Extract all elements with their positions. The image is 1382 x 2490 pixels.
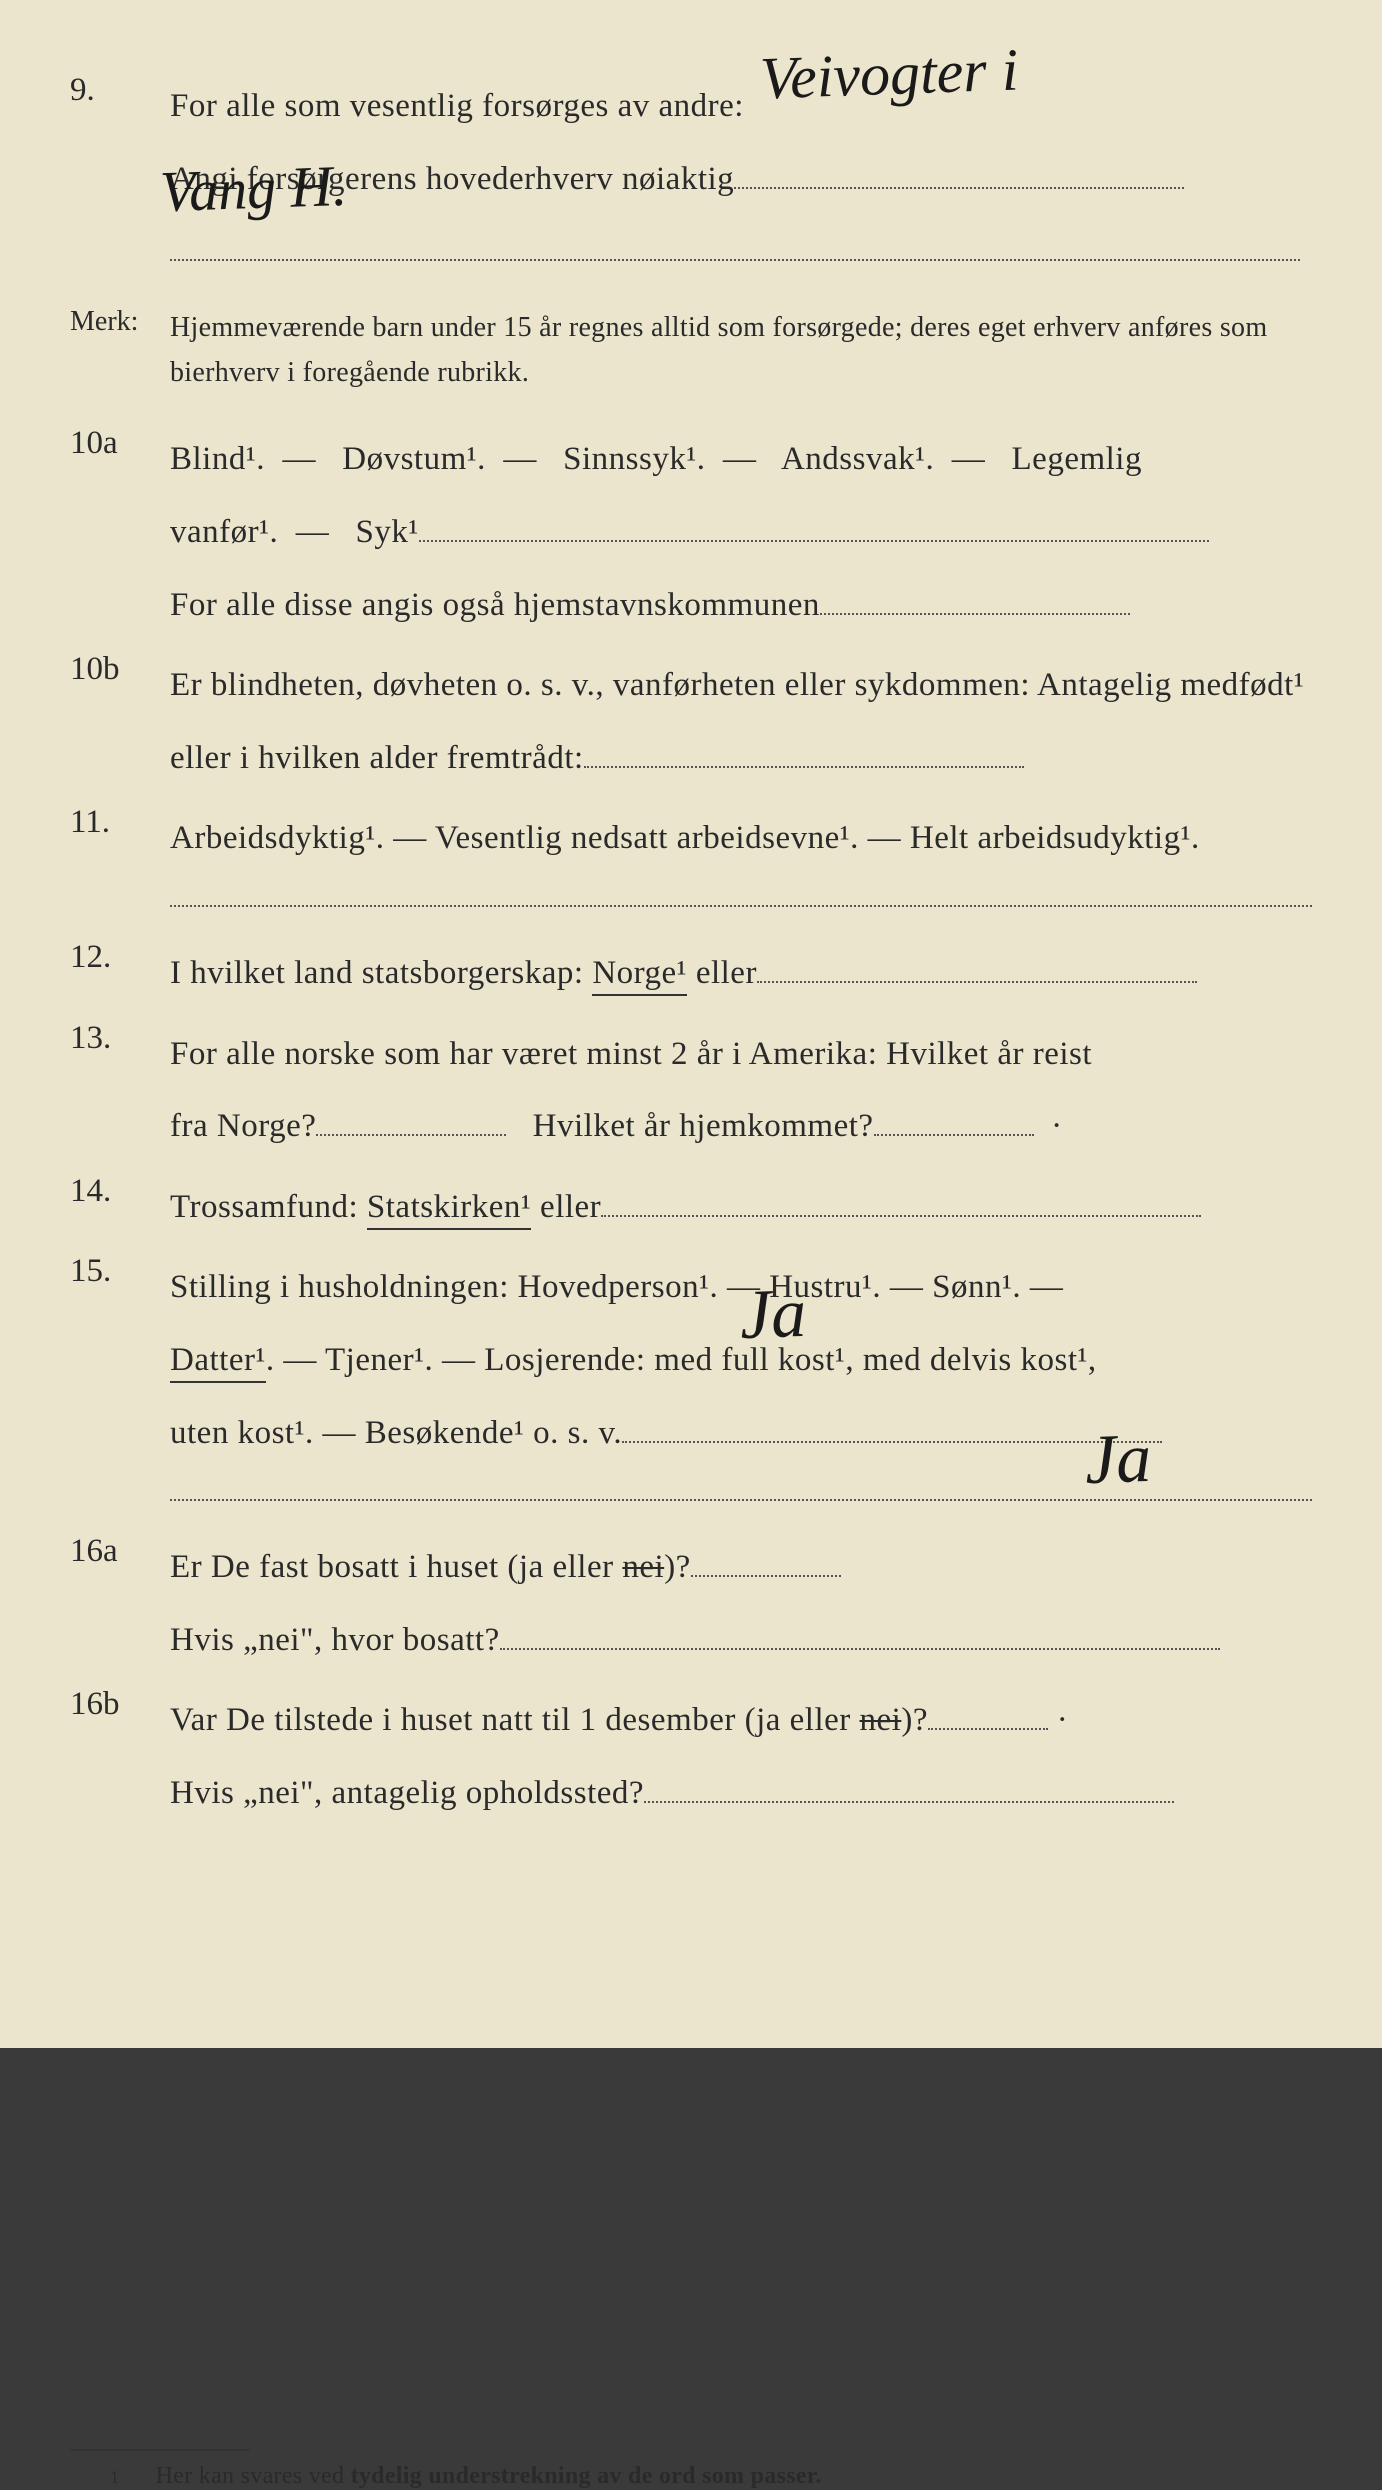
q16a-line2: Hvis „nei", hvor bosatt? xyxy=(170,1622,500,1658)
q13-line2a: fra Norge? xyxy=(170,1108,316,1144)
q16a-blank2 xyxy=(500,1648,1220,1650)
q15-line2rest: . — Tjener¹. — Losjerende: med full kost… xyxy=(266,1342,1097,1378)
q11-text: Arbeidsdyktig¹. — Vesentlig nedsatt arbe… xyxy=(170,820,1200,856)
question-16b: 16b Var De tilstede i huset natt til 1 d… xyxy=(70,1684,1312,1829)
q10b-number: 10b xyxy=(70,649,170,688)
q15-number: 15. xyxy=(70,1251,170,1290)
q14-number: 14. xyxy=(70,1171,170,1210)
q10a-opt2: Døvstum¹. xyxy=(342,441,486,477)
divider-after-11 xyxy=(170,905,1312,907)
merk-label: Merk: xyxy=(70,306,170,396)
q12-content: I hvilket land statsborgerskap: Norge¹ e… xyxy=(170,937,1312,1010)
q15-datter: Datter¹ xyxy=(170,1342,266,1383)
merk-note: Merk: Hjemmeværende barn under 15 år reg… xyxy=(70,306,1312,396)
footnote-num: 1 xyxy=(110,2467,119,2487)
q15-blank1 xyxy=(622,1441,1162,1443)
q9-number: 9. xyxy=(70,70,170,109)
q10a-opt5b: vanfør¹. xyxy=(170,514,278,550)
q10b-text: Er blindheten, døvheten o. s. v., vanfør… xyxy=(170,667,1304,776)
q16b-line2: Hvis „nei", antagelig opholdssted? xyxy=(170,1775,644,1811)
q13-line2b: Hvilket år hjemkommet? xyxy=(533,1108,874,1144)
q10a-opt4: Andssvak¹. xyxy=(781,441,934,477)
q11-content: Arbeidsdyktig¹. — Vesentlig nedsatt arbe… xyxy=(170,802,1312,875)
question-10a: 10a Blind¹. — Døvstum¹. — Sinnssyk¹. — A… xyxy=(70,423,1312,641)
q12-norge: Norge¹ xyxy=(592,955,687,996)
footnote-text-a: Her kan svares ved xyxy=(156,2463,351,2489)
q15-content: Stilling i husholdningen: Hovedperson¹. … xyxy=(170,1251,1312,1469)
q10a-blank1 xyxy=(419,540,1209,542)
q10a-opt5a: Legemlig xyxy=(1012,441,1142,477)
q9-line1: For alle som vesentlig forsørges av andr… xyxy=(170,88,744,124)
q16a-text-a: Er De fast bosatt i huset (ja eller xyxy=(170,1549,622,1585)
q13-line1: For alle norske som har været minst 2 år… xyxy=(170,1036,1092,1072)
q16a-content: Er De fast bosatt i huset (ja eller nei)… xyxy=(170,1531,1312,1676)
q12-text-b: eller xyxy=(687,955,757,991)
q14-blank xyxy=(601,1215,1201,1217)
q16b-nei-struck: nei xyxy=(860,1702,902,1738)
q10a-blank2 xyxy=(820,613,1130,615)
q13-blank1 xyxy=(316,1134,506,1136)
q16b-content: Var De tilstede i huset natt til 1 desem… xyxy=(170,1684,1312,1829)
q14-text-a: Trossamfund: xyxy=(170,1189,367,1225)
merk-text: Hjemmeværende barn under 15 år regnes al… xyxy=(170,306,1312,396)
q13-content: For alle norske som har været minst 2 år… xyxy=(170,1018,1312,1163)
q10b-blank xyxy=(584,766,1024,768)
q11-number: 11. xyxy=(70,802,170,841)
q10b-content: Er blindheten, døvheten o. s. v., vanfør… xyxy=(170,649,1312,794)
q14-text-b: eller xyxy=(531,1189,601,1225)
q16b-blank2 xyxy=(644,1801,1174,1803)
question-16a: 16a Er De fast bosatt i huset (ja eller … xyxy=(70,1531,1312,1676)
q12-blank xyxy=(757,981,1197,983)
q10a-opt3: Sinnssyk¹. xyxy=(563,441,705,477)
question-10b: 10b Er blindheten, døvheten o. s. v., va… xyxy=(70,649,1312,794)
q10a-line3: For alle disse angis også hjemstavnskomm… xyxy=(170,587,820,623)
q13-blank2 xyxy=(874,1134,1034,1136)
q10a-opt1: Blind¹. xyxy=(170,441,265,477)
q15-line1: Stilling i husholdningen: Hovedperson¹. … xyxy=(170,1269,1063,1305)
q10a-content: Blind¹. — Døvstum¹. — Sinnssyk¹. — Andss… xyxy=(170,423,1312,641)
q16a-number: 16a xyxy=(70,1531,170,1570)
document-page: Veivogter i Vang H. 9. For alle som vese… xyxy=(0,0,1382,2048)
q16b-text-a: Var De tilstede i huset natt til 1 desem… xyxy=(170,1702,860,1738)
q16b-number: 16b xyxy=(70,1684,170,1723)
q16a-text-b: )? xyxy=(664,1549,691,1585)
question-11: 11. Arbeidsdyktig¹. — Vesentlig nedsatt … xyxy=(70,802,1312,875)
q9-content: For alle som vesentlig forsørges av andr… xyxy=(170,70,1312,288)
q15-line3: uten kost¹. — Besøkende¹ o. s. v. xyxy=(170,1415,622,1451)
q10a-opt6: Syk¹ xyxy=(356,514,419,550)
q16a-nei-struck: nei xyxy=(622,1549,664,1585)
question-13: 13. For alle norske som har været minst … xyxy=(70,1018,1312,1163)
footnote-text-bold: tydelig understrekning av de ord som pas… xyxy=(351,2463,822,2489)
q12-text-a: I hvilket land statsborgerskap: xyxy=(170,955,592,991)
q12-number: 12. xyxy=(70,937,170,976)
q14-content: Trossamfund: Statskirken¹ eller xyxy=(170,1171,1312,1244)
q9-line2: Angi forsørgerens hovederhverv nøiaktig xyxy=(170,161,734,197)
q16b-text-b: )? xyxy=(901,1702,928,1738)
footnote: 1 Her kan svares ved tydelig understrekn… xyxy=(70,2463,1312,2490)
q10a-number: 10a xyxy=(70,423,170,462)
q13-number: 13. xyxy=(70,1018,170,1057)
q9-blank2 xyxy=(170,259,1300,261)
q16b-blank1 xyxy=(928,1728,1048,1730)
footnote-rule xyxy=(70,2449,250,2451)
divider-after-15 xyxy=(170,1499,1312,1501)
question-12: 12. I hvilket land statsborgerskap: Norg… xyxy=(70,937,1312,1010)
question-14: 14. Trossamfund: Statskirken¹ eller xyxy=(70,1171,1312,1244)
question-15: 15. Stilling i husholdningen: Hovedperso… xyxy=(70,1251,1312,1469)
q9-blank1 xyxy=(734,187,1184,189)
q16a-blank1 xyxy=(691,1575,841,1577)
question-9: 9. For alle som vesentlig forsørges av a… xyxy=(70,70,1312,288)
q14-statskirken: Statskirken¹ xyxy=(367,1189,531,1230)
